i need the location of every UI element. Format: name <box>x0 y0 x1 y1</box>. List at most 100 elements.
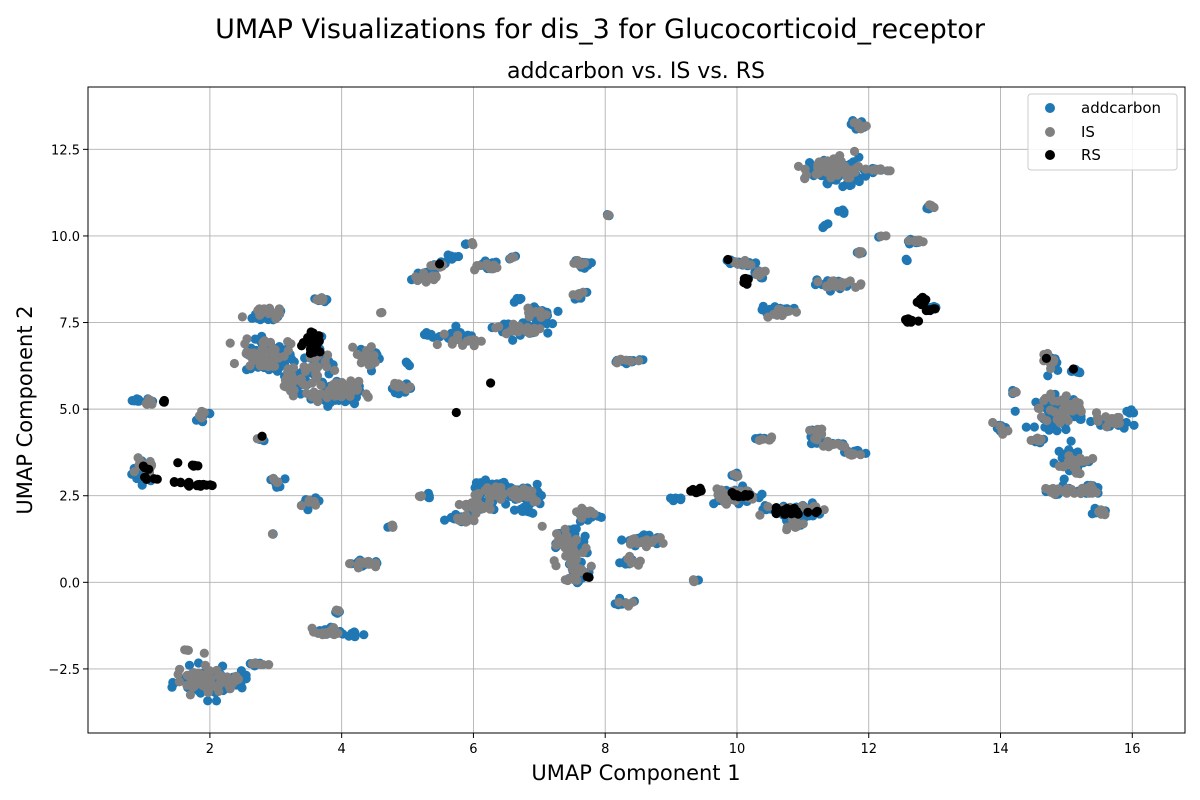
plot-frame <box>87 86 1186 734</box>
point-is <box>733 471 743 481</box>
point-is <box>988 417 998 428</box>
point-is <box>467 238 477 248</box>
point-is <box>1068 455 1078 465</box>
point-is <box>260 336 270 346</box>
point-is <box>329 379 339 389</box>
point-rs <box>930 304 940 314</box>
y-axis-label: UMAP Component 2 <box>13 305 37 514</box>
point-is <box>1042 416 1052 426</box>
point-addcarbon <box>512 294 522 304</box>
point-is <box>524 308 534 318</box>
point-is <box>498 490 508 500</box>
point-is <box>578 547 588 558</box>
point-is <box>995 421 1005 431</box>
point-is <box>174 677 184 687</box>
point-is <box>525 487 535 497</box>
point-addcarbon <box>757 489 767 499</box>
point-is <box>1060 412 1070 422</box>
point-addcarbon <box>303 505 313 515</box>
point-addcarbon <box>543 328 553 338</box>
point-is <box>764 435 774 445</box>
point-is <box>215 679 225 689</box>
point-addcarbon <box>528 508 538 518</box>
point-is <box>371 562 381 572</box>
point-is <box>330 365 340 375</box>
point-rs <box>1041 353 1051 363</box>
point-is <box>755 510 765 520</box>
point-rs <box>169 477 179 487</box>
point-is <box>348 342 358 352</box>
point-is <box>501 329 511 339</box>
point-addcarbon <box>344 631 354 641</box>
point-is <box>855 280 865 290</box>
point-is <box>626 356 636 367</box>
y-tick-label: 7.5 <box>59 317 80 332</box>
point-is <box>1102 422 1112 432</box>
point-is <box>225 338 235 348</box>
point-addcarbon <box>480 475 491 485</box>
x-axis-label: UMAP Component 1 <box>531 761 740 785</box>
point-rs <box>723 254 733 265</box>
point-is <box>793 161 804 171</box>
point-is <box>1003 426 1013 436</box>
point-is <box>871 165 881 175</box>
point-is <box>910 236 920 247</box>
point-is <box>811 426 822 436</box>
point-is <box>472 261 482 271</box>
point-is <box>613 355 624 365</box>
point-is <box>247 659 257 669</box>
point-is <box>577 513 587 523</box>
point-is <box>388 522 398 533</box>
point-is <box>530 327 540 337</box>
point-is <box>632 538 643 548</box>
x-tick-label: 12 <box>860 742 877 757</box>
point-addcarbon <box>901 254 911 264</box>
point-addcarbon <box>805 158 815 168</box>
point-is <box>845 276 855 286</box>
point-addcarbon <box>1043 371 1053 381</box>
point-is <box>1091 487 1101 497</box>
point-is <box>836 156 846 167</box>
point-is <box>633 560 644 570</box>
point-addcarbon <box>280 474 290 484</box>
point-addcarbon <box>820 220 830 230</box>
point-is <box>531 307 541 317</box>
point-addcarbon <box>617 535 627 545</box>
point-is <box>482 259 492 269</box>
point-addcarbon <box>532 479 542 489</box>
point-is <box>623 601 634 611</box>
point-is <box>200 660 210 670</box>
point-is <box>232 675 242 685</box>
point-is <box>279 381 289 391</box>
point-is <box>432 339 442 350</box>
point-is <box>552 529 562 539</box>
point-addcarbon <box>359 630 369 640</box>
point-is <box>560 524 570 534</box>
point-addcarbon <box>834 206 844 216</box>
point-is <box>257 355 267 365</box>
point-is <box>754 267 765 278</box>
point-is <box>188 682 198 692</box>
point-is <box>266 358 276 368</box>
point-is <box>567 564 577 574</box>
point-is <box>333 628 343 638</box>
point-addcarbon <box>508 335 518 345</box>
point-is <box>574 260 584 270</box>
point-addcarbon <box>1021 422 1031 432</box>
point-is <box>411 272 421 282</box>
point-addcarbon <box>1066 436 1076 446</box>
point-is <box>574 289 584 299</box>
point-is <box>310 361 320 371</box>
point-is <box>572 507 582 517</box>
point-rs <box>693 487 703 497</box>
x-tick-label: 14 <box>992 742 1009 757</box>
point-is <box>194 411 205 421</box>
point-is <box>199 680 209 690</box>
y-tick-label: 0.0 <box>59 576 80 591</box>
point-is <box>240 339 250 349</box>
point-is <box>849 146 860 156</box>
point-is <box>272 477 282 488</box>
point-rs <box>149 474 159 484</box>
point-is <box>713 490 723 500</box>
point-is <box>352 384 363 394</box>
